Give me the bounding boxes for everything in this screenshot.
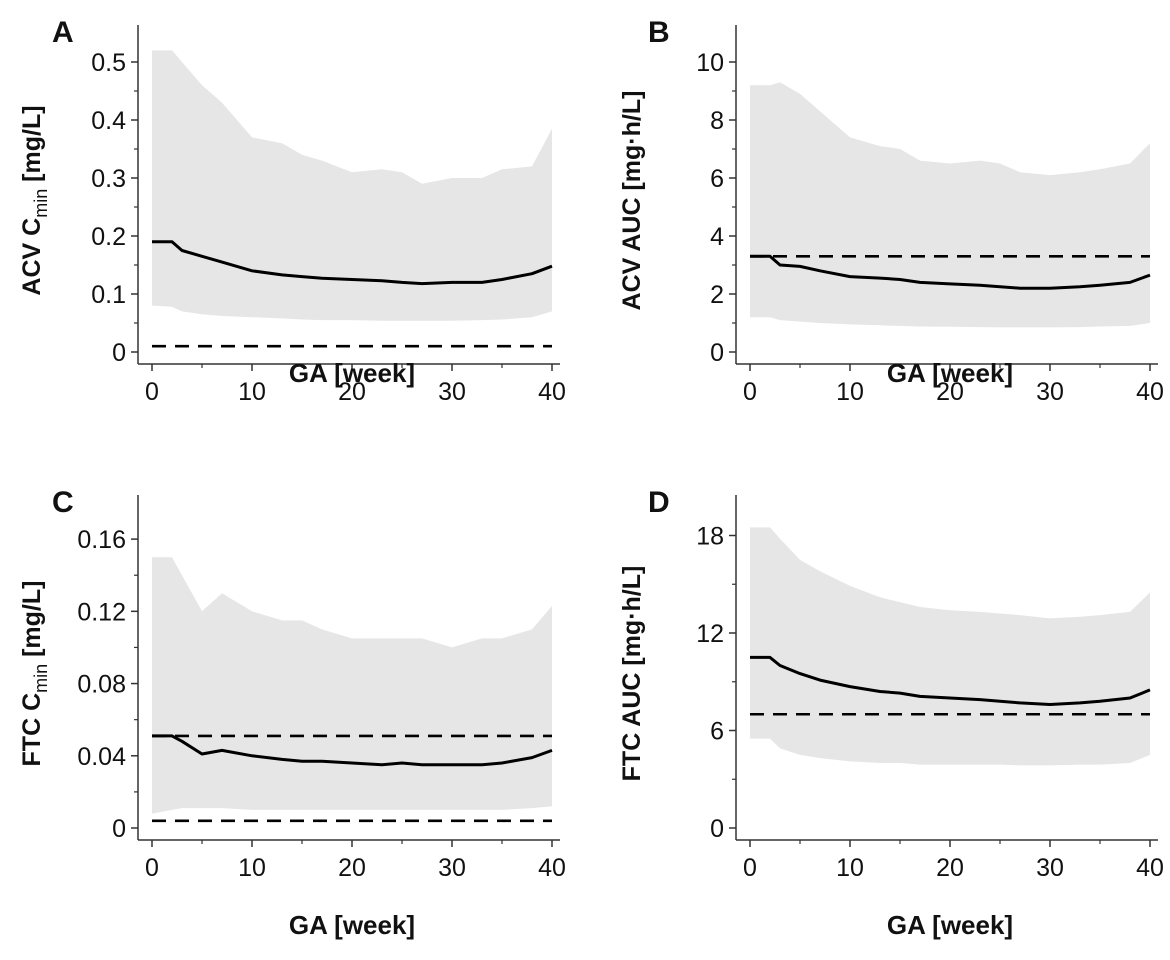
panel-letter: A	[52, 16, 74, 49]
y-axis-label-main: ACV C	[18, 218, 46, 296]
median-line	[750, 655, 1151, 706]
x-tick-label: 20	[936, 378, 964, 406]
x-axis-label: GA [week]	[289, 358, 415, 388]
x-tick-label: 0	[743, 378, 757, 406]
y-axis-label-main: FTC AUC [mg	[618, 620, 646, 782]
x-tick-label: 20	[338, 378, 366, 406]
median-line	[152, 240, 553, 286]
y-axis-label-subscript: min	[31, 189, 51, 218]
y-tick-label: 0.5	[91, 49, 126, 77]
y-tick-label: 0.16	[77, 526, 126, 554]
x-tick-label: 30	[438, 854, 466, 882]
x-axis-label: GA [week]	[887, 358, 1013, 388]
y-tick-label: 18	[696, 523, 724, 551]
y-tick-label: 4	[710, 223, 724, 251]
x-tick-label: 10	[836, 854, 864, 882]
y-axis-label-unit: ·h/L]	[618, 566, 646, 620]
y-axis-label-unit: ·h/L]	[618, 91, 646, 145]
x-tick-label: 40	[538, 378, 566, 406]
median-line	[750, 254, 1151, 290]
prediction-band	[152, 50, 552, 321]
y-tick-label: 0.04	[77, 743, 126, 771]
y-axis-label-unit: [mg/L]	[18, 581, 46, 664]
x-tick-label: 10	[238, 378, 266, 406]
y-tick-label: 0	[112, 339, 126, 367]
y-tick-label: 0.1	[91, 281, 126, 309]
y-tick-label: 0	[710, 339, 724, 367]
y-axis-label-subscript: min	[31, 664, 51, 693]
x-tick-label: 0	[145, 378, 159, 406]
x-tick-label: 20	[338, 854, 366, 882]
x-axis-label: GA [week]	[887, 910, 1013, 940]
x-tick-label: 20	[936, 854, 964, 882]
y-axis-label-main: FTC C	[18, 693, 46, 767]
x-tick-label: 30	[1036, 378, 1064, 406]
x-tick-label: 40	[1136, 854, 1164, 882]
x-tick-label: 10	[238, 854, 266, 882]
x-tick-label: 0	[145, 854, 159, 882]
median-line	[152, 734, 553, 767]
prediction-band	[750, 82, 1150, 328]
x-tick-label: 30	[438, 378, 466, 406]
x-tick-label: 40	[1136, 378, 1164, 406]
x-axis-label: GA [week]	[289, 910, 415, 940]
panel-letter: B	[648, 16, 670, 49]
panel-c: 0 0.04 0.08 0.12 0.16 0 10 20 30 40 GA [week] FTC C…	[18, 486, 566, 940]
prediction-band	[152, 557, 552, 814]
y-tick-label: 0.08	[77, 671, 126, 699]
y-axis-label: ACV AUC [mg·h/L]	[618, 91, 646, 311]
panel-a: 0 0.1 0.2 0.3 0.4 0.5 0 10 20 30 40 GA [week] ACV Cm…	[18, 16, 566, 406]
x-tick-label: 0	[743, 854, 757, 882]
panel-d: 0 6 12 18 0 10 20 30 40 GA [week] FTC AUC [mg·h/L]…	[618, 486, 1164, 940]
y-tick-label: 0	[112, 815, 126, 843]
y-axis-label-main: ACV AUC [mg	[618, 145, 646, 311]
y-tick-label: 6	[710, 165, 724, 193]
y-tick-label: 0.12	[77, 598, 126, 626]
panel-b: 0 2 4 6 8 10 0 10 20 30 40 GA [week] ACV AUC [mg·h/L…	[618, 16, 1164, 406]
panel-letter: D	[648, 486, 670, 519]
y-tick-label: 6	[710, 718, 724, 746]
y-tick-label: 0.2	[91, 223, 126, 251]
prediction-band	[750, 527, 1150, 766]
y-axis-label: ACV Cmin [mg/L]	[18, 105, 51, 295]
y-tick-label: 0	[710, 815, 724, 843]
y-tick-label: 2	[710, 281, 724, 309]
y-tick-label: 0.3	[91, 165, 126, 193]
y-tick-label: 0.4	[91, 107, 126, 135]
y-tick-label: 8	[710, 107, 724, 135]
y-axis-label: FTC Cmin [mg/L]	[18, 581, 51, 767]
panel-letter: C	[52, 486, 74, 519]
y-tick-label: 12	[696, 620, 724, 648]
y-axis-label-unit: [mg/L]	[18, 105, 46, 188]
x-tick-label: 30	[1036, 854, 1064, 882]
y-axis-label: FTC AUC [mg·h/L]	[618, 566, 646, 782]
y-tick-label: 10	[696, 49, 724, 77]
x-tick-label: 40	[538, 854, 566, 882]
x-tick-label: 10	[836, 378, 864, 406]
